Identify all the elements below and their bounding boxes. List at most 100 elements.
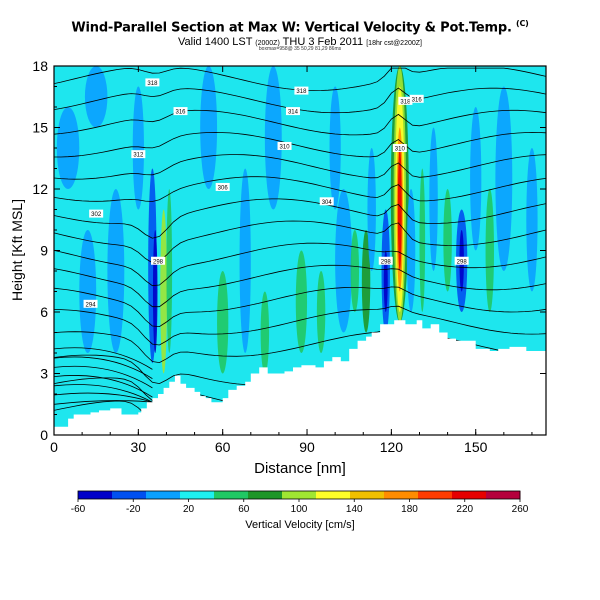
y-tick-label: 12 — [32, 181, 48, 197]
x-tick-label: 30 — [131, 439, 147, 455]
field-cell — [335, 189, 353, 333]
theta-label: 310 — [277, 141, 292, 150]
theta-contour — [54, 305, 546, 346]
axes: 0 30 60 90 120 150 0 3 6 9 12 15 18 — [32, 58, 546, 455]
field-cell — [166, 189, 173, 353]
subtitle-date: THU 3 Feb 2011 — [282, 36, 364, 48]
chart-subtitle: Valid 1400 LST (2000Z) THU 3 Feb 2011 [1… — [0, 36, 600, 48]
theta-label: 318 — [398, 96, 413, 105]
field-cell — [152, 230, 158, 353]
field-cell — [526, 148, 538, 292]
field-cell — [361, 230, 371, 333]
x-tick-label: 120 — [380, 439, 404, 455]
theta-label-bg — [409, 94, 424, 103]
theta-contour — [54, 131, 546, 158]
chart-title-text: Wind-Parallel Section at Max W: Vertical… — [71, 20, 512, 36]
y-tick-label: 0 — [40, 427, 48, 443]
theta-label-bg — [215, 182, 230, 191]
colorbar-swatch — [452, 491, 487, 499]
field-cell — [79, 230, 97, 353]
theta-label-bg — [89, 209, 104, 218]
subtitle-valid: Valid 1400 LST — [178, 36, 253, 48]
theta-label-bg — [398, 96, 413, 105]
x-tick-label: 60 — [215, 439, 231, 455]
theta-label-bg — [83, 299, 98, 308]
title-mark: (C) — [516, 19, 529, 28]
colorbar-swatch — [180, 491, 215, 499]
field-cell — [264, 66, 282, 210]
theta-label-text: 312 — [133, 153, 144, 159]
theta-label: 314 — [285, 107, 300, 116]
chart-title: Wind-Parallel Section at Max W: Vertical… — [0, 19, 600, 35]
field-cell — [200, 66, 218, 189]
colorbar-tick-label: 60 — [238, 504, 250, 515]
x-tick-label: 0 — [50, 439, 58, 455]
theta-contour-low — [54, 384, 153, 403]
theta-contour — [54, 109, 546, 136]
y-tick-label: 15 — [32, 120, 48, 136]
terrain-fill — [54, 320, 546, 435]
theta-label-text: 318 — [296, 89, 307, 95]
field-cell — [443, 189, 452, 292]
y-tick-label: 9 — [40, 243, 48, 259]
field-cell — [429, 127, 438, 271]
colorbar-swatch — [146, 491, 181, 499]
theta-contour-low — [54, 365, 153, 389]
colorbar-swatch — [282, 491, 317, 499]
theta-contour — [54, 87, 546, 114]
subtitle-zulu: (2000Z) — [255, 40, 280, 47]
colorbar-label: Vertical Velocity [cm/s] — [245, 519, 354, 531]
field-cell — [239, 168, 251, 353]
field-cell — [329, 86, 341, 210]
theta-label-text: 314 — [288, 110, 299, 116]
theta-contour-low — [54, 375, 153, 398]
theta-label-text: 318 — [400, 99, 411, 105]
colorbar-swatch — [112, 491, 147, 499]
field-cell — [295, 250, 308, 353]
colorbar-swatch — [214, 491, 249, 499]
field-cell — [160, 209, 168, 374]
theta-label: 298 — [151, 256, 166, 265]
field-cell — [495, 86, 513, 271]
colorbar-tick-label: -20 — [126, 504, 141, 515]
subtitle-forecast: [18hr cst@2200Z] — [366, 40, 422, 47]
theta-label: 318 — [145, 78, 160, 87]
field-cell — [470, 107, 482, 251]
y-axis-label: Height [Kft MSL] — [9, 199, 25, 301]
colorbar-swatch — [78, 491, 113, 499]
theta-label: 310 — [392, 144, 407, 153]
theta-label: 302 — [89, 209, 104, 218]
field-cell — [217, 271, 229, 374]
field-cell — [132, 86, 144, 210]
colorbar-swatch — [316, 491, 351, 499]
subtitle-small: boxmax=958@ 35 50,29 81,29 86ms — [258, 46, 342, 52]
theta-contour — [54, 220, 546, 264]
colorbar-tick-label: 220 — [456, 504, 473, 515]
colorbar-swatch — [384, 491, 419, 499]
theta-label-text: 310 — [395, 147, 406, 153]
theta-contour-low — [54, 347, 153, 370]
field-cell — [419, 168, 426, 312]
x-axis-label: Distance [nm] — [254, 460, 346, 477]
colorbar-tick-label: 260 — [512, 504, 529, 515]
field-cell — [84, 66, 108, 128]
theta-contour-low — [54, 392, 153, 403]
colorbar-swatch — [486, 491, 521, 499]
x-tick-label: 90 — [299, 439, 315, 455]
theta-label-text: 294 — [86, 302, 97, 308]
field-cell — [485, 189, 494, 312]
colorbar-tick-label: -60 — [71, 504, 86, 515]
theta-label: 306 — [215, 182, 230, 191]
terrain — [54, 320, 546, 435]
theta-label-text: 318 — [147, 81, 158, 87]
field-cell — [367, 148, 376, 271]
theta-label-text: 298 — [153, 259, 164, 265]
theta-label: 294 — [83, 299, 98, 308]
theta-label-text: 302 — [91, 212, 102, 218]
theta-contour — [54, 264, 546, 308]
theta-label: 316 — [409, 94, 424, 103]
theta-label: 312 — [131, 150, 146, 159]
theta-label-bg — [392, 144, 407, 152]
